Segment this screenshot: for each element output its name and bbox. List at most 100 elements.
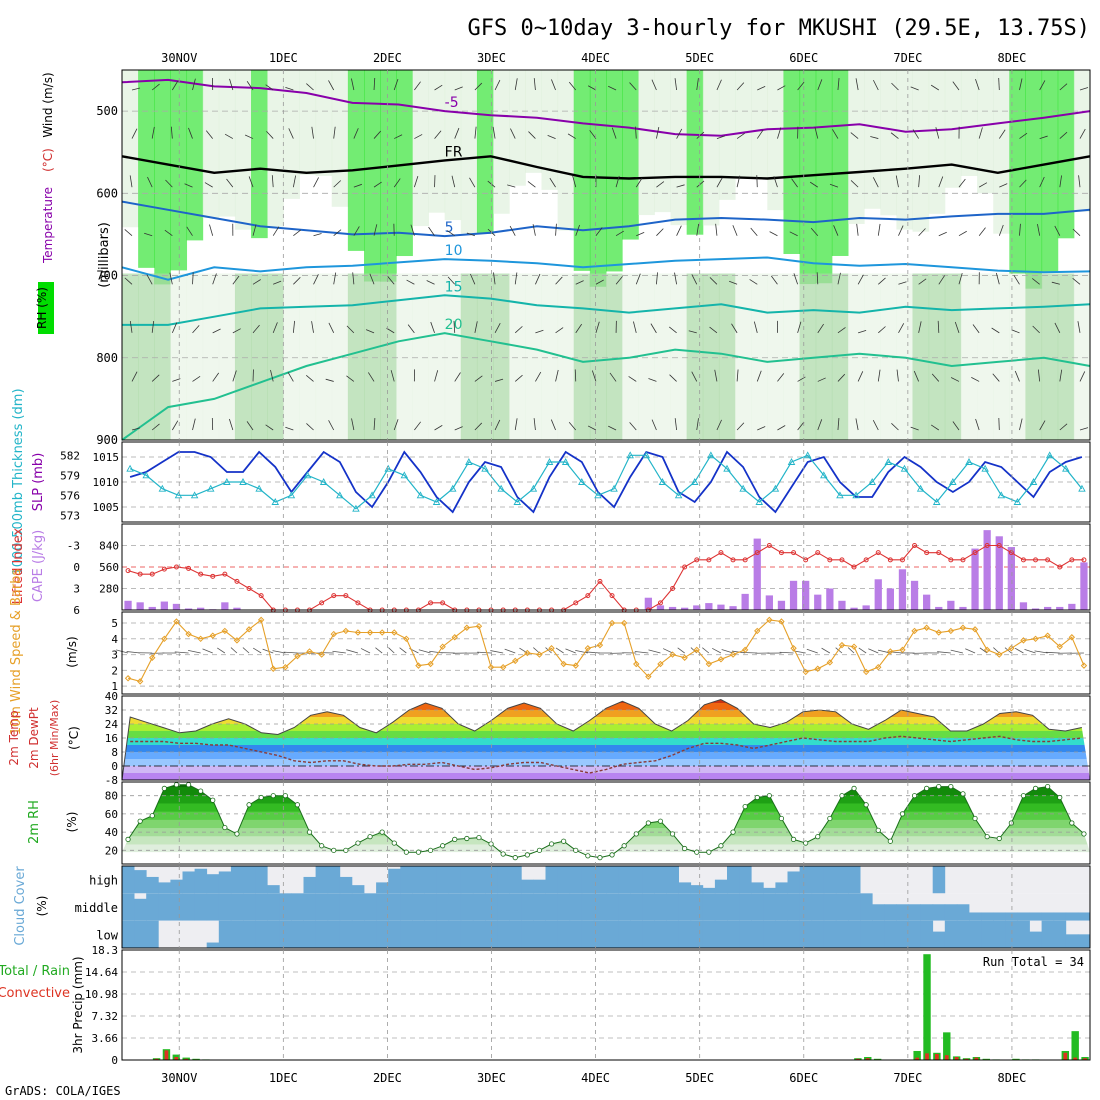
cloud-cell <box>751 893 764 921</box>
thickness-point <box>513 498 522 505</box>
cloud-cell <box>581 920 595 948</box>
wind-barb <box>896 369 899 382</box>
cloud-cell <box>569 866 583 894</box>
wind-barb-10m <box>252 647 262 654</box>
wind-barb <box>714 369 718 382</box>
cloud-cell <box>351 920 365 948</box>
dewpoint-line <box>130 735 1082 774</box>
wind-barb <box>373 224 378 236</box>
li-tick-label: 6 <box>73 604 80 617</box>
temp-band <box>122 773 1090 780</box>
rh-point <box>1069 820 1075 826</box>
precip-conv-bar <box>1063 1052 1068 1060</box>
li-point <box>1020 557 1026 563</box>
wind-barb <box>188 127 193 139</box>
wind-barb <box>858 329 867 334</box>
wind-barb <box>494 378 504 382</box>
rh-cell <box>170 273 188 440</box>
cloud-cell <box>351 893 365 921</box>
wind-barb <box>549 177 556 188</box>
wind-barb <box>913 370 920 382</box>
rh-legend-swatch <box>38 282 54 334</box>
cloud-cell <box>472 866 486 894</box>
precip-conv-legend: Convective <box>0 986 70 1001</box>
cloud-cell <box>267 885 280 894</box>
thickness-point <box>787 458 796 465</box>
rh-cell <box>202 273 220 440</box>
wind-barb <box>131 427 141 431</box>
cloud-cell <box>315 920 329 948</box>
li-point <box>887 557 893 563</box>
temp-line <box>121 698 1082 781</box>
cape-bar <box>923 594 931 610</box>
rh-cell <box>122 273 139 440</box>
cloud-cell <box>533 879 546 894</box>
rh-point <box>222 824 228 831</box>
rh-point <box>210 797 216 803</box>
cape-bar <box>705 603 713 610</box>
cloud-cell <box>775 920 788 948</box>
cloud-cell <box>230 893 244 921</box>
precip-tick-label: 10.98 <box>85 988 118 1001</box>
cape-bar <box>1019 602 1028 610</box>
rh-cell <box>670 273 688 440</box>
li-tick-label: -3 <box>67 540 80 553</box>
wind-barb <box>837 373 846 382</box>
isotherm-line <box>121 200 1091 238</box>
wind-barb <box>999 183 1008 188</box>
precip-conv-bar <box>856 1058 860 1060</box>
credit-label: GrADS: COLA/IGES <box>5 1084 121 1098</box>
cloud-unit-label: (%) <box>35 896 49 917</box>
top-date-label: 3DEC <box>477 51 506 65</box>
wind-barb-10m <box>174 651 189 654</box>
wind-barb-10m <box>1034 650 1048 654</box>
rh-point <box>609 852 615 858</box>
cloud-cell <box>1017 920 1030 948</box>
wind-barb <box>816 272 819 285</box>
cloud-cell <box>122 920 135 948</box>
thickness-point <box>868 478 876 485</box>
wind-barb <box>696 180 705 188</box>
rh-cell <box>525 70 542 173</box>
thickness-point <box>771 484 780 492</box>
cloud-cell <box>448 893 462 921</box>
wind-barb <box>328 420 335 431</box>
wind-speed-point <box>560 660 567 668</box>
wind-barb <box>453 320 456 333</box>
rh-cell <box>396 70 413 257</box>
rh-point <box>682 845 688 852</box>
li-point <box>924 550 930 556</box>
rh-cell <box>122 70 139 228</box>
wind-barb <box>715 223 718 236</box>
rh-point <box>161 785 167 791</box>
rh-point <box>331 847 337 853</box>
wind-barb-10m <box>634 651 649 654</box>
thickness-point <box>610 484 618 492</box>
wind-barb <box>952 81 960 91</box>
li-point <box>936 550 942 556</box>
wind-barb <box>285 87 294 91</box>
wind-barb <box>895 175 899 188</box>
wind-barb <box>656 228 664 236</box>
rh-cell <box>186 70 204 241</box>
wind-barb <box>434 84 443 91</box>
cloud-cell <box>727 893 740 921</box>
rh-cell <box>331 70 349 207</box>
temp-band <box>122 731 1090 738</box>
wind-barb <box>351 78 355 91</box>
rh-point <box>198 788 204 794</box>
wind-speed-point <box>1020 637 1027 644</box>
wind-barb <box>514 418 518 431</box>
cape-bar <box>693 605 701 610</box>
wind-barb <box>271 175 274 188</box>
li-point <box>899 557 905 563</box>
thickness-point <box>1029 478 1038 485</box>
top-date-label: 4DEC <box>581 51 610 65</box>
wind-barb <box>550 419 556 431</box>
wind-barb <box>246 421 254 431</box>
precip-total-bar <box>943 1032 951 1060</box>
rh-cell <box>573 70 591 271</box>
wind-speed-point <box>814 665 821 672</box>
li-point <box>1081 557 1087 563</box>
wind-barb <box>328 322 335 334</box>
